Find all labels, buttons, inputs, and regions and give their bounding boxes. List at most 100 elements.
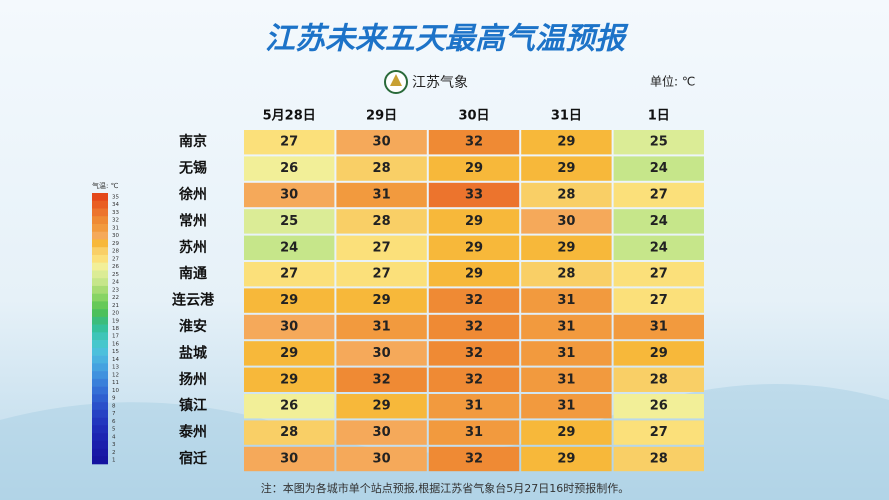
legend-title: 气温: ℃ [92,181,119,190]
cell-value: 29 [557,240,575,255]
cell-value: 27 [373,267,391,282]
cell [244,367,335,392]
legend-swatch [92,386,108,395]
legend-swatch [92,254,108,263]
cell [521,288,612,313]
cell [244,446,335,472]
cell-value: 28 [650,452,668,467]
cell-value: 29 [280,346,298,361]
city: 扬州 [179,371,207,388]
legend-swatch [92,216,108,225]
legend-swatch [92,332,108,341]
legend-swatch [92,278,108,287]
cell [613,314,704,340]
cell [521,209,612,234]
cell [244,262,335,287]
legend-swatch [92,270,108,279]
legend-label: 1 [112,458,116,464]
cell-value: 32 [465,135,483,150]
legend-label: 15 [112,349,119,355]
cell [244,235,335,260]
cell [336,446,427,472]
legend-label: 14 [112,357,119,363]
legend-swatch [92,340,108,349]
legend-swatch [92,200,108,209]
legend-label: 24 [112,280,119,286]
cell [613,288,704,313]
cell [613,182,704,208]
legend-swatch [92,433,108,442]
legend-swatch [92,309,108,318]
legend-label: 19 [112,318,119,324]
logo: 江苏气象 [384,70,468,94]
cell-value: 30 [280,320,298,335]
cell [336,130,427,155]
cell [521,446,612,472]
cell-value: 31 [465,425,483,440]
cell-value: 26 [650,399,668,414]
cell [428,182,520,208]
legend-label: 30 [112,233,119,239]
cell [613,394,704,419]
cell-value: 31 [557,320,575,335]
cell-value: 29 [373,293,391,308]
cell-value: 27 [650,293,668,308]
cell-value: 29 [557,452,575,467]
cell [428,367,520,392]
cell [336,262,427,287]
city: 南京 [179,133,207,150]
city: 宿迁 [179,450,207,467]
cell [244,288,335,313]
cell-value: 29 [465,161,483,176]
cell [521,182,612,208]
cell [521,314,612,340]
legend-label: 9 [112,396,116,402]
logo-icon-inner [390,74,402,86]
city: 徐州 [178,186,207,203]
legend-label: 22 [112,295,119,301]
legend-label: 2 [112,450,116,456]
legend-label: 20 [112,311,119,317]
legend-label: 11 [112,380,119,386]
legend-label: 27 [112,256,119,262]
legend-swatch [92,425,108,434]
legend-swatch [92,247,108,256]
cell-value: 30 [280,452,298,467]
cell-value: 32 [465,346,483,361]
legend-label: 31 [112,225,119,231]
cell-value: 29 [557,135,575,150]
title: 江苏未来五天最高气温预报 [265,22,629,57]
cell [521,130,612,155]
legend-label: 23 [112,287,119,293]
legend-swatch [92,316,108,325]
cell-value: 24 [650,240,668,255]
cell [613,235,704,260]
legend-label: 12 [112,372,119,378]
cell-value: 27 [373,240,391,255]
cell-value: 32 [465,320,483,335]
legend-swatch [92,378,108,387]
cell-value: 30 [557,214,575,229]
legend-swatch [92,231,108,240]
cell-value: 31 [557,346,575,361]
cell-value: 29 [280,372,298,387]
cell [521,394,612,419]
cell-value: 28 [557,267,575,282]
cell-value: 27 [650,267,668,282]
legend-swatch [92,347,108,356]
column-header: 31日 [551,109,582,124]
column-header: 29日 [366,109,397,124]
cell-value: 28 [373,214,391,229]
cell-value: 29 [280,293,298,308]
legend-label: 35 [112,194,119,200]
cell-value: 29 [465,214,483,229]
legend-swatch [92,448,108,457]
cell [521,367,612,392]
cell [428,314,520,340]
legend-label: 4 [112,434,116,440]
legend-label: 33 [112,210,119,216]
cell [428,420,520,445]
cell-value: 28 [373,161,391,176]
cell-value: 32 [465,372,483,387]
